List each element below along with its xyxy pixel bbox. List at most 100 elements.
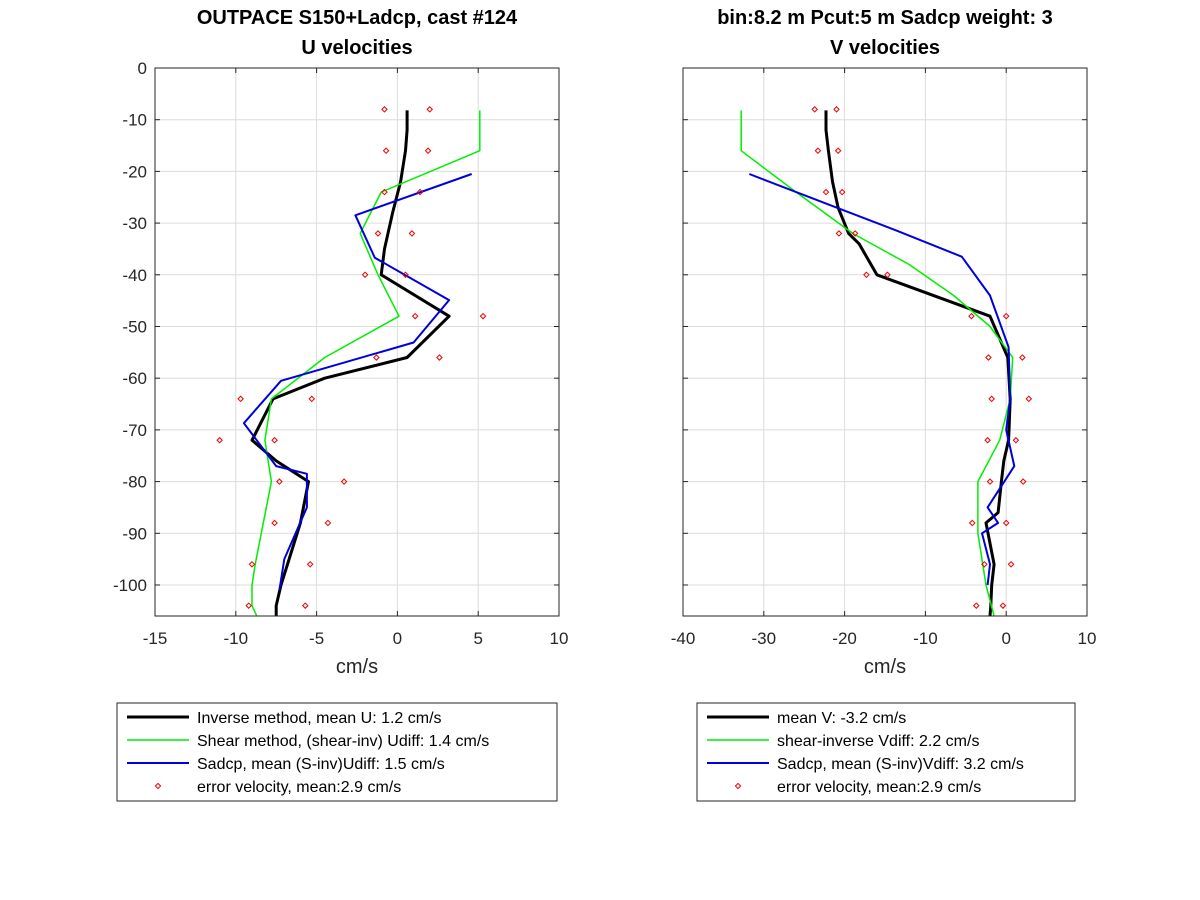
- u-error-velocity-point: [271, 519, 278, 527]
- u-x-tick-label: -5: [309, 629, 324, 648]
- u-gridlines: [155, 68, 559, 616]
- v-error-velocity-point: [1007, 560, 1015, 568]
- u-error-velocity-point: [382, 147, 390, 155]
- u-velocity-panel: OUTPACE S150+Ladcp, cast #124 U velociti…: [113, 7, 568, 802]
- u-error-velocity-point: [308, 395, 316, 403]
- u-y-tick-label: -40: [122, 266, 147, 285]
- u-error-velocity-point: [301, 602, 309, 609]
- v-x-tick-label: -30: [752, 629, 777, 648]
- u-y-tick-label: -50: [122, 317, 147, 336]
- u-legend-label-2: Sadcp, mean (S-inv)Udiff: 1.5 cm/s: [197, 756, 445, 773]
- v-error-velocity-point: [988, 395, 995, 403]
- u-error-velocity-point: [411, 312, 419, 320]
- v-x-tick-label: 0: [1001, 629, 1010, 648]
- v-error-velocity-point: [814, 147, 822, 155]
- u-error-velocity-point: [361, 271, 369, 279]
- u-error-velocity-point: [245, 602, 253, 609]
- v-axes-frame: [682, 67, 1088, 617]
- u-error-velocity-point: [271, 436, 278, 444]
- v-error-velocity-point: [981, 560, 988, 568]
- u-error-velocity-point: [276, 478, 283, 485]
- u-x-tick-label: 0: [393, 629, 402, 648]
- v-legend-label-2: Sadcp, mean (S-inv)Vdiff: 3.2 cm/s: [777, 756, 1024, 773]
- v-series-2-line: [748, 173, 1016, 586]
- u-y-tick-label: -70: [122, 421, 147, 440]
- v-x-tick-label: 10: [1078, 629, 1097, 648]
- v-title-line-2: V velocities: [830, 37, 940, 59]
- v-error-velocity-point: [1019, 478, 1027, 485]
- u-series-2-line: [242, 173, 473, 591]
- v-error-velocity-point: [833, 106, 840, 113]
- u-error-velocity-point: [416, 188, 424, 196]
- u-legend-box: [116, 702, 558, 802]
- v-error-velocity-point: [863, 271, 870, 279]
- v-error-velocity-point: [999, 602, 1007, 609]
- u-error-velocity-point: [324, 519, 332, 527]
- u-tick-labels: -15 -10 -5 0 5 100-10-20-30-40-50-60-70-80-90…: [113, 59, 568, 648]
- v-error-velocity-point: [822, 188, 830, 196]
- v-error-velocity-point: [1002, 519, 1010, 527]
- u-title-line-2: U velocities: [301, 37, 412, 59]
- u-error-velocity-point: [408, 230, 416, 237]
- v-error-velocity-point: [851, 230, 859, 237]
- u-x-tick-label: -10: [224, 629, 249, 648]
- u-y-tick-label: -90: [122, 524, 147, 543]
- v-error-velocity-point: [972, 602, 980, 609]
- u-axes-frame: [154, 67, 560, 617]
- v-legend: mean V: -3.2 cm/s shear-inverse Vdiff: 2.…: [696, 702, 1076, 802]
- u-error-velocity-point: [374, 230, 382, 237]
- u-y-tick-label: -100: [113, 576, 147, 595]
- v-error-velocity-point: [985, 354, 992, 361]
- u-error-velocity-point: [381, 106, 388, 113]
- u-error-velocity-point: [248, 560, 256, 568]
- u-x-tick-label: 5: [473, 629, 482, 648]
- v-error-velocity-point: [884, 271, 891, 279]
- v-error-velocity-point: [811, 106, 819, 113]
- v-error-velocity-point: [1025, 395, 1033, 403]
- u-legend: Inverse method, mean U: 1.2 cm/s Shear me…: [116, 702, 558, 802]
- u-legend-label-3: error velocity, mean:2.9 cm/s: [197, 779, 401, 796]
- v-x-tick-label: -20: [832, 629, 857, 648]
- v-error-velocity-point: [835, 230, 843, 237]
- v-error-velocity-point: [968, 312, 975, 320]
- u-error-velocity-point: [402, 271, 409, 279]
- u-plot-area: [216, 106, 487, 616]
- v-x-axis-label: cm/s: [864, 656, 906, 678]
- u-y-tick-label: -80: [122, 473, 147, 492]
- u-series-1-line: [251, 110, 481, 616]
- v-title-line-1: bin:8.2 m Pcut:5 m Sadcp weight: 3: [717, 7, 1053, 29]
- v-velocity-panel: bin:8.2 m Pcut:5 m Sadcp weight: 3 V vel…: [671, 7, 1097, 802]
- v-series-1-line: [740, 110, 1014, 616]
- u-error-velocity-point: [426, 106, 434, 113]
- u-y-tick-label: -30: [122, 214, 147, 233]
- v-error-velocity-point: [1019, 354, 1026, 361]
- v-legend-box: [696, 702, 1076, 802]
- v-x-tick-label: -10: [913, 629, 938, 648]
- v-error-velocity-point: [834, 147, 842, 155]
- u-error-velocity-point: [216, 436, 223, 444]
- v-error-velocity-point: [968, 519, 976, 527]
- u-legend-label-0: Inverse method, mean U: 1.2 cm/s: [197, 710, 442, 727]
- u-x-axis-label: cm/s: [336, 656, 378, 678]
- u-error-velocity-point: [424, 147, 432, 155]
- u-x-tick-label: -15: [143, 629, 168, 648]
- u-error-velocity-point: [381, 188, 388, 196]
- v-error-velocity-point: [986, 478, 994, 485]
- u-title-line-1: OUTPACE S150+Ladcp, cast #124: [197, 7, 518, 29]
- v-error-velocity-point: [1002, 312, 1010, 320]
- u-error-velocity-point: [306, 560, 314, 568]
- v-legend-label-0: mean V: -3.2 cm/s: [777, 710, 906, 727]
- u-error-velocity-point: [237, 395, 244, 403]
- u-y-tick-label: -20: [122, 162, 147, 181]
- u-series-0-line: [250, 110, 451, 616]
- u-y-tick-label: -60: [122, 369, 147, 388]
- v-legend-label-3: error velocity, mean:2.9 cm/s: [777, 779, 981, 796]
- v-tick-labels: -40 -30 -20 -10 0 10: [671, 67, 1097, 648]
- u-x-tick-label: 10: [550, 629, 569, 648]
- u-error-velocity-point: [436, 354, 443, 361]
- u-y-tick-label: -10: [122, 111, 147, 130]
- v-error-velocity-point: [984, 436, 991, 444]
- v-x-tick-label: -40: [671, 629, 696, 648]
- u-error-velocity-point: [373, 354, 380, 361]
